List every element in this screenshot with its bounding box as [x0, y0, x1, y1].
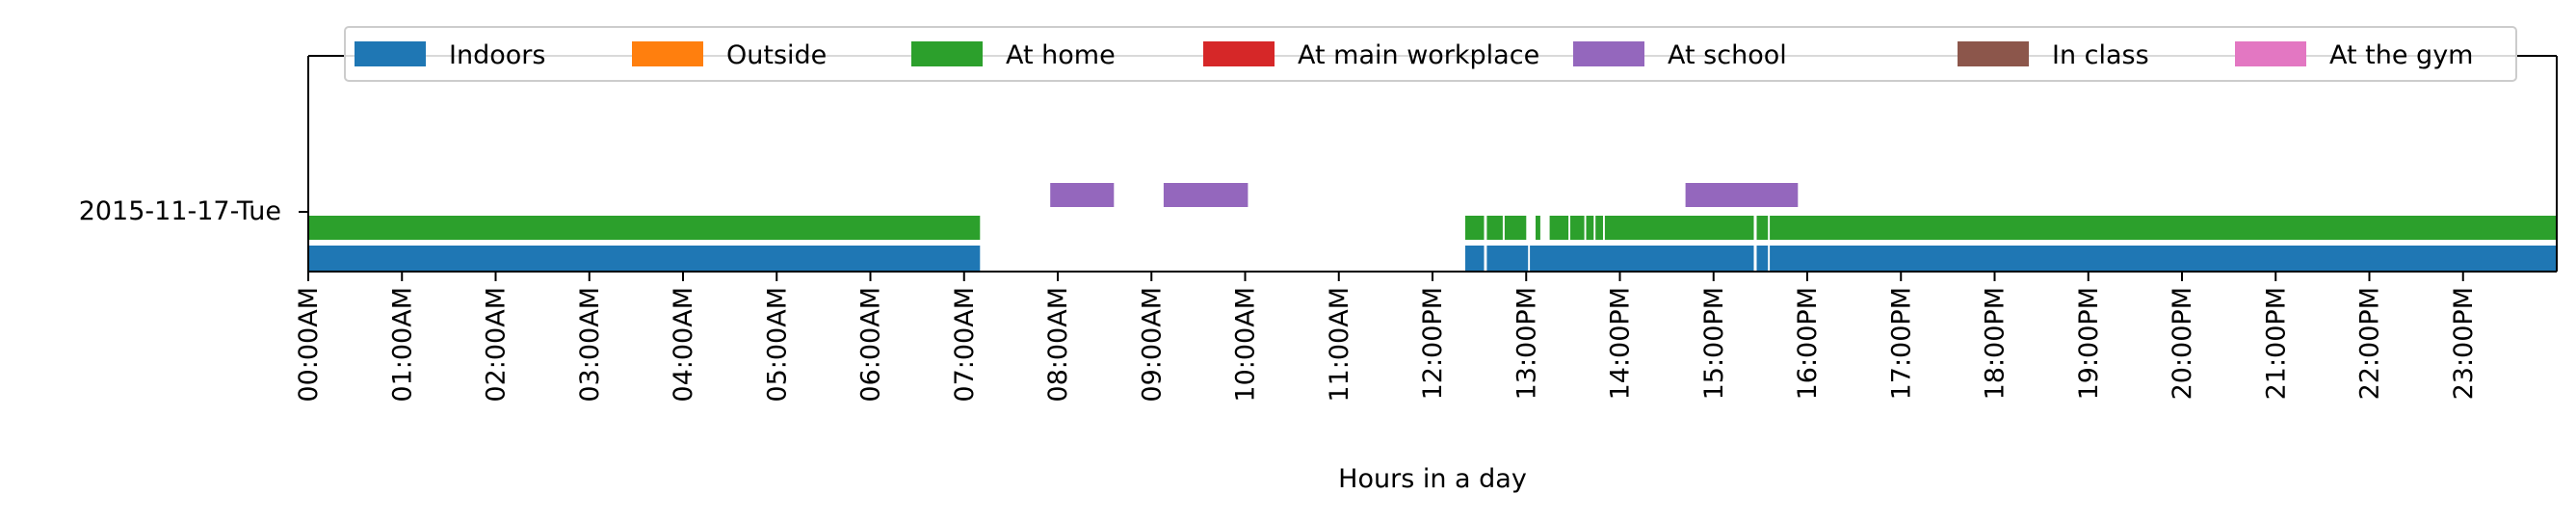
- legend-label-at-the-gym: At the gym: [2329, 40, 2473, 70]
- legend-label-at-home: At home: [1006, 40, 1116, 70]
- bar-at-school: [1163, 183, 1249, 207]
- x-tick-label: 22:00PM: [2355, 287, 2385, 400]
- bar-at-home: [1549, 216, 1569, 240]
- x-tick-label: 10:00AM: [1231, 287, 1261, 403]
- x-tick-label: 16:00PM: [1793, 287, 1823, 400]
- bar-indoors: [308, 246, 981, 271]
- bar-at-home: [1486, 216, 1503, 240]
- bar-indoors: [1770, 246, 2557, 271]
- x-tick-label: 01:00AM: [387, 287, 417, 403]
- x-tick-label: 02:00AM: [482, 287, 512, 403]
- bar-indoors: [1465, 246, 1485, 271]
- x-tick-label: 04:00AM: [669, 287, 698, 403]
- bar-at-school: [1685, 183, 1799, 207]
- x-tick-label: 14:00PM: [1606, 287, 1636, 400]
- x-tick-label: 18:00PM: [1981, 287, 2011, 400]
- bar-indoors: [1756, 246, 1769, 271]
- x-tick-label: 19:00PM: [2074, 287, 2104, 400]
- legend-swatch-at-the-gym: [2235, 41, 2306, 66]
- bar-at-school: [1050, 183, 1115, 207]
- legend-label-at-school: At school: [1668, 40, 1787, 70]
- x-tick-label: 13:00PM: [1511, 287, 1541, 400]
- x-tick-label: 20:00PM: [2168, 287, 2197, 400]
- x-tick-label: 15:00PM: [1699, 287, 1729, 400]
- x-ticks: 00:00AM 01:00AM 02:00AM 03:00AM 04:00AM 05:00…: [294, 272, 2479, 403]
- legend-label-in-class: In class: [2052, 40, 2149, 70]
- legend-swatch-at-main-workplace: [1203, 41, 1275, 66]
- legend-label-at-main-workplace: At main workplace: [1298, 40, 1539, 70]
- x-tick-label: 08:00AM: [1043, 287, 1073, 403]
- bar-at-home: [1504, 216, 1527, 240]
- bar-at-home: [1570, 216, 1585, 240]
- legend-swatch-outside: [632, 41, 703, 66]
- bar-indoors: [1530, 246, 1754, 271]
- legend-swatch-indoors: [355, 41, 426, 66]
- x-axis-label: Hours in a day: [1338, 464, 1527, 494]
- legend-frame: [344, 26, 2517, 82]
- bar-indoors: [1486, 246, 1529, 271]
- x-tick-label: 23:00PM: [2449, 287, 2479, 400]
- bar-at-home: [1756, 216, 1769, 240]
- x-tick-label: 21:00PM: [2261, 287, 2291, 400]
- bar-at-home: [1604, 216, 1754, 240]
- x-tick-label: 09:00AM: [1137, 287, 1167, 403]
- x-tick-label: 12:00PM: [1418, 287, 1448, 400]
- legend-swatch-at-home: [911, 41, 983, 66]
- x-tick-label: 07:00AM: [950, 287, 980, 403]
- x-tick-label: 06:00AM: [856, 287, 886, 403]
- bar-at-home: [1465, 216, 1485, 240]
- legend-label-outside: Outside: [726, 40, 827, 70]
- x-tick-label: 17:00PM: [1886, 287, 1916, 400]
- x-tick-label: 11:00AM: [1325, 287, 1354, 403]
- bar-at-home: [1595, 216, 1603, 240]
- y-tick-label: 2015-11-17-Tue: [79, 196, 281, 226]
- bar-at-home: [1536, 216, 1540, 240]
- legend-swatch-in-class: [1958, 41, 2029, 66]
- legend-label-indoors: Indoors: [449, 40, 545, 70]
- bar-at-home: [1770, 216, 2557, 240]
- bar-at-home: [1586, 216, 1594, 240]
- bar-at-home: [308, 216, 981, 240]
- x-tick-label: 05:00AM: [762, 287, 792, 403]
- x-tick-label: 00:00AM: [294, 287, 324, 403]
- legend-swatch-at-school: [1573, 41, 1644, 66]
- x-tick-label: 03:00AM: [575, 287, 605, 403]
- activity-bars: [308, 183, 2557, 271]
- legend: Indoors Outside At home At main workplace At…: [344, 26, 2517, 82]
